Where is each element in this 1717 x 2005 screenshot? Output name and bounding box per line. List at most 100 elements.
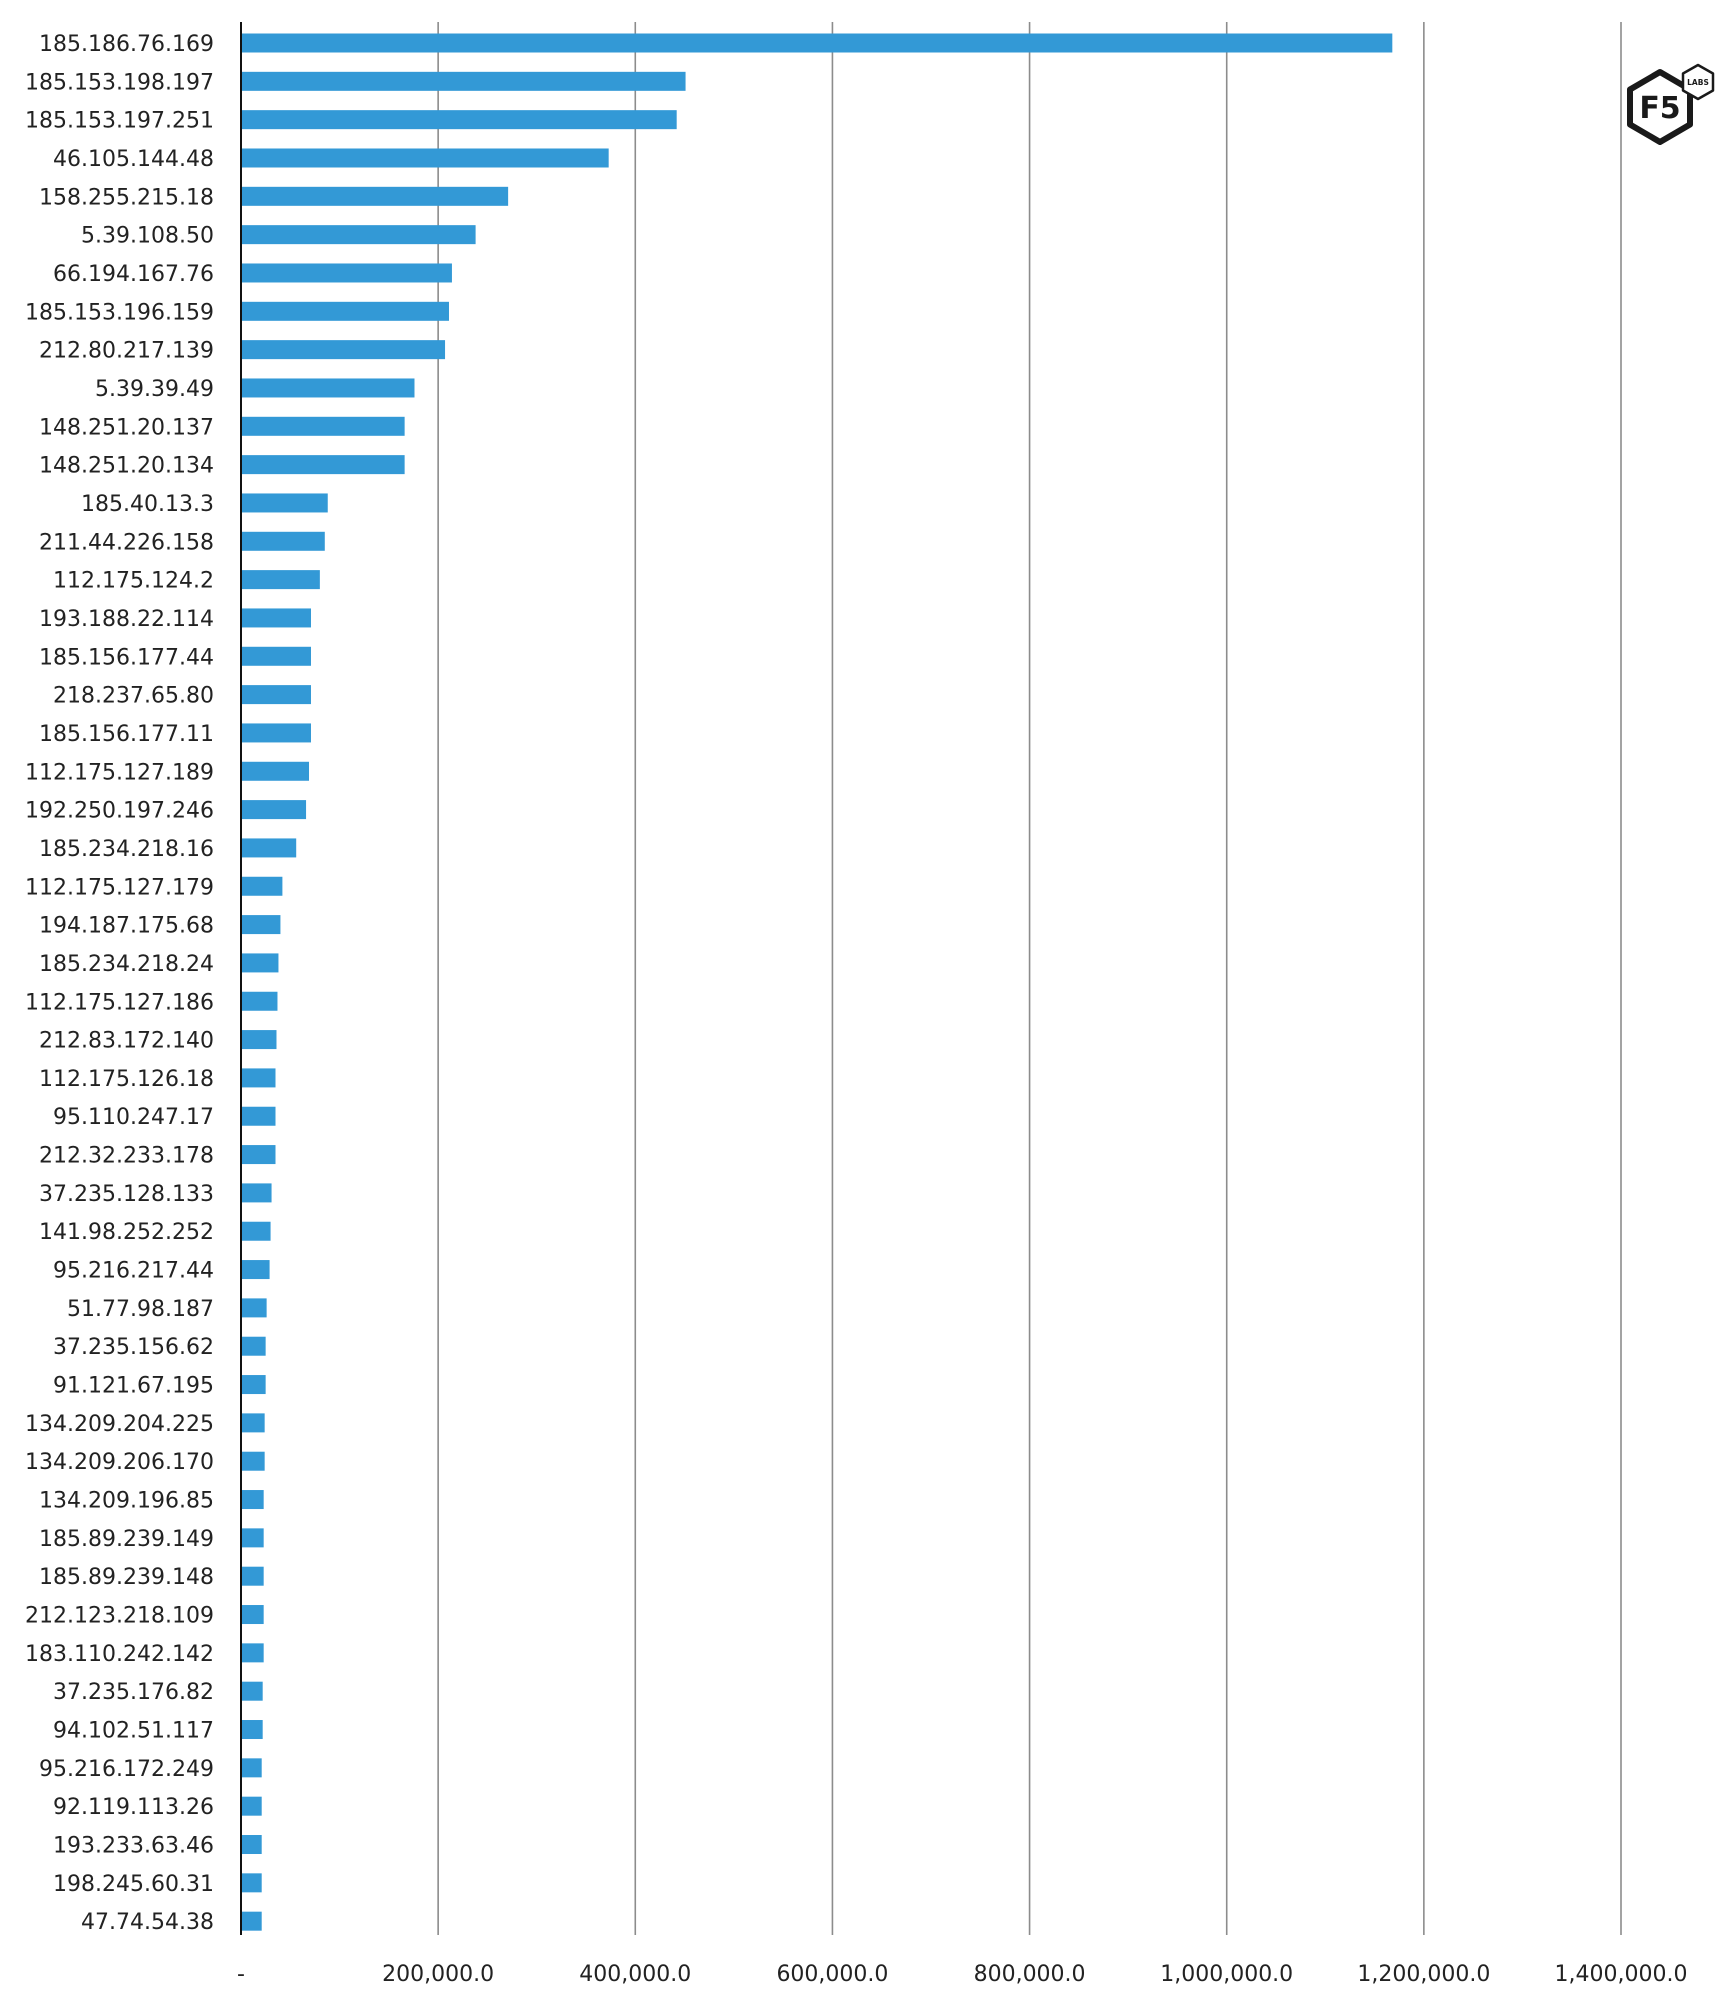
- bar: [241, 1183, 272, 1203]
- f5-labs-logo-icon: F5 LABS: [1627, 63, 1715, 145]
- category-label: 92.119.113.26: [53, 1795, 214, 1820]
- category-label: 218.237.65.80: [53, 684, 214, 709]
- bar: [241, 1835, 262, 1855]
- bar: [241, 570, 320, 590]
- category-label: 185.89.239.149: [39, 1527, 214, 1552]
- x-tick-label: 1,400,000.0: [1555, 1962, 1688, 1987]
- bar: [241, 1490, 264, 1510]
- category-label: 94.102.51.117: [53, 1719, 214, 1744]
- bars: [241, 33, 1393, 1931]
- bar: [241, 608, 311, 628]
- bar: [241, 1260, 270, 1280]
- category-label: 185.234.218.16: [39, 837, 214, 862]
- x-tick-label: 800,000.0: [974, 1962, 1086, 1987]
- bar: [241, 1030, 277, 1050]
- category-label: 158.255.215.18: [39, 185, 214, 210]
- category-label: 95.110.247.17: [53, 1105, 214, 1130]
- category-label: 198.245.60.31: [53, 1872, 214, 1897]
- category-label: 134.209.204.225: [25, 1412, 214, 1437]
- logo-brand-text: F5: [1639, 91, 1680, 126]
- bar: [241, 340, 446, 360]
- category-label: 194.187.175.68: [39, 914, 214, 939]
- category-label: 185.186.76.169: [39, 32, 214, 57]
- bar: [241, 1796, 262, 1816]
- logo-small-hexagon: [1681, 63, 1715, 101]
- x-tick-label: 400,000.0: [579, 1962, 691, 1987]
- bar: [241, 1911, 262, 1931]
- bar: [241, 1566, 264, 1586]
- category-label: 112.175.127.189: [25, 760, 214, 785]
- category-label: 112.175.124.2: [53, 569, 214, 594]
- category-label: 66.194.167.76: [53, 262, 214, 287]
- category-label: 183.110.242.142: [25, 1642, 214, 1667]
- bar: [241, 416, 405, 436]
- category-label: 51.77.98.187: [67, 1297, 214, 1322]
- bar: [241, 1451, 265, 1471]
- bar: [241, 263, 452, 283]
- category-label: 193.233.63.46: [53, 1834, 214, 1859]
- bar: [241, 186, 509, 206]
- bar: [241, 1068, 276, 1088]
- bar: [241, 685, 311, 705]
- bar: [241, 1106, 276, 1126]
- logo-labs-badge: LABS: [1681, 63, 1715, 101]
- bar: [241, 148, 609, 168]
- bar: [241, 800, 307, 820]
- bar: [241, 953, 279, 973]
- category-label: 47.74.54.38: [81, 1910, 214, 1935]
- category-label: 211.44.226.158: [39, 530, 214, 555]
- bar: [241, 1145, 276, 1165]
- bar: [241, 493, 328, 513]
- category-label: 185.156.177.11: [39, 722, 214, 747]
- category-label: 5.39.39.49: [95, 377, 214, 402]
- category-label: 95.216.172.249: [39, 1757, 214, 1782]
- category-labels: 185.186.76.169 185.153.198.197 185.153.197…: [25, 32, 214, 1935]
- bar: [241, 1413, 265, 1433]
- bar: [241, 1298, 267, 1318]
- category-label: 185.153.198.197: [25, 70, 214, 95]
- category-label: 148.251.20.134: [39, 454, 214, 479]
- category-label: 185.40.13.3: [81, 492, 214, 517]
- x-tick-labels: - 200,000.0 400,000.0 600,000.0 800,000.0 1,0…: [237, 1962, 1687, 1987]
- category-label: 148.251.20.137: [39, 415, 214, 440]
- bar: [241, 1681, 263, 1701]
- bar: [241, 1221, 271, 1241]
- logo-labs-text: LABS: [1687, 78, 1709, 87]
- category-label: 112.175.127.186: [25, 990, 214, 1015]
- category-label: 112.175.127.179: [25, 875, 214, 900]
- bar: [241, 110, 677, 130]
- bar: [241, 301, 449, 321]
- category-label: 134.209.196.85: [39, 1489, 214, 1514]
- bar: [241, 225, 476, 245]
- category-label: 112.175.126.18: [39, 1067, 214, 1092]
- bar: [241, 1873, 262, 1893]
- bar: [241, 531, 325, 551]
- bar: [241, 838, 297, 858]
- bar: [241, 1528, 264, 1548]
- category-label: 185.153.196.159: [25, 300, 214, 325]
- category-label: 5.39.108.50: [81, 224, 214, 249]
- x-tick-label: 600,000.0: [776, 1962, 888, 1987]
- category-label: 37.235.156.62: [53, 1335, 214, 1360]
- category-label: 134.209.206.170: [25, 1450, 214, 1475]
- category-label: 193.188.22.114: [39, 607, 214, 632]
- category-label: 212.83.172.140: [39, 1029, 214, 1054]
- bar: [241, 455, 405, 475]
- category-label: 185.156.177.44: [39, 645, 214, 670]
- category-label: 212.123.218.109: [25, 1604, 214, 1629]
- category-label: 212.32.233.178: [39, 1144, 214, 1169]
- bar: [241, 71, 686, 91]
- x-tick-label: 200,000.0: [382, 1962, 494, 1987]
- x-tick-label: -: [237, 1962, 245, 1987]
- category-label: 37.235.128.133: [39, 1182, 214, 1207]
- bar: [241, 1643, 264, 1663]
- bar: [241, 33, 1393, 53]
- bar: [241, 915, 281, 935]
- bar: [241, 1758, 262, 1778]
- x-tick-label: 1,200,000.0: [1357, 1962, 1490, 1987]
- bar: [241, 1720, 263, 1740]
- bar: [241, 378, 415, 398]
- bar: [241, 1336, 266, 1356]
